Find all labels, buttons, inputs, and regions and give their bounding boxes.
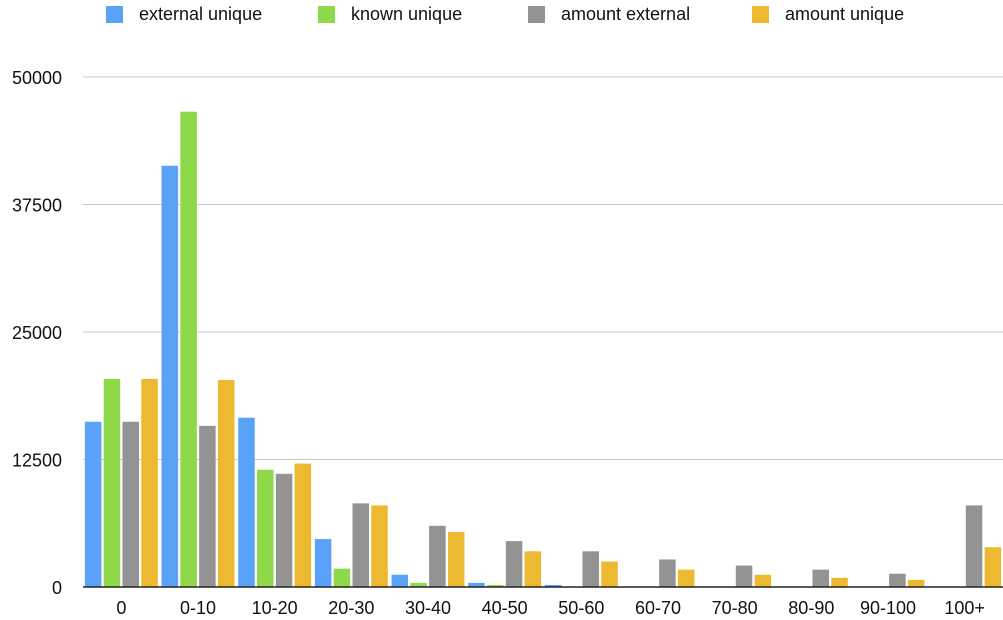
y-tick-label: 50000 [12,68,62,88]
x-tick-label: 40-50 [482,598,528,618]
bar [659,559,676,587]
bar [601,561,618,587]
bar [831,577,848,587]
y-tick-label: 25000 [12,323,62,343]
x-tick-label: 80-90 [788,598,834,618]
bar [199,425,216,587]
x-tick-label: 0-10 [180,598,216,618]
bar [257,469,274,587]
legend-swatch [752,6,769,23]
bar [965,505,983,587]
bar [122,421,139,587]
legend-label: known unique [351,4,463,24]
bar [429,525,446,587]
legend-item-amount-external: amount external [528,4,690,25]
bar [217,379,235,587]
bar [468,582,485,587]
bar [984,547,1002,587]
y-axis: 0 12500 25000 37500 50000 [12,68,62,598]
bar [410,582,427,587]
legend-label: external unique [139,4,263,24]
bar [275,473,293,587]
bar [582,551,599,587]
bar [371,505,388,587]
bar [294,463,312,587]
x-tick-label: 10-20 [252,598,298,618]
x-tick-label: 30-40 [405,598,451,618]
x-tick-label: 100+ [944,598,985,618]
legend-item-amount-unique: amount unique [752,4,904,25]
bar [352,503,369,587]
legend-swatch [106,6,123,23]
bar [238,417,255,587]
x-tick-label: 20-30 [328,598,374,618]
bar [544,584,562,587]
bar [754,574,772,587]
bar [333,568,351,587]
bar [677,569,695,587]
bar [889,573,906,587]
y-tick-label: 37500 [12,196,62,216]
y-tick-label: 12500 [12,451,62,471]
x-tick-label: 70-80 [712,598,758,618]
bar [487,584,504,587]
legend-swatch [528,6,545,23]
bar [314,539,332,587]
legend-label: amount unique [785,4,905,24]
x-tick-label: 50-60 [558,598,604,618]
bars [84,111,1002,588]
x-tick-label: 0 [116,598,126,618]
bar [735,565,753,587]
bar [141,378,158,587]
bar [505,541,523,587]
bar [180,111,197,588]
bar [812,569,829,587]
chart-legend: external unique known unique amount exte… [0,0,1003,28]
bar [524,551,542,587]
x-tick-label: 60-70 [635,598,681,618]
legend-label: amount external [561,4,691,24]
bar [391,574,409,587]
x-axis: 0 0-10 10-20 20-30 30-40 40-50 50-60 60-70 70-80… [83,586,1003,618]
bar [103,378,121,587]
y-tick-label: 0 [52,578,62,598]
legend-item-external-unique: external unique [106,4,262,25]
bar [907,579,925,587]
bar [447,531,465,587]
bar [84,421,102,587]
gridlines [83,76,1003,460]
legend-swatch [318,6,335,23]
legend-item-known-unique: known unique [318,4,462,25]
x-tick-label: 90-100 [860,598,916,618]
bar [161,165,179,588]
